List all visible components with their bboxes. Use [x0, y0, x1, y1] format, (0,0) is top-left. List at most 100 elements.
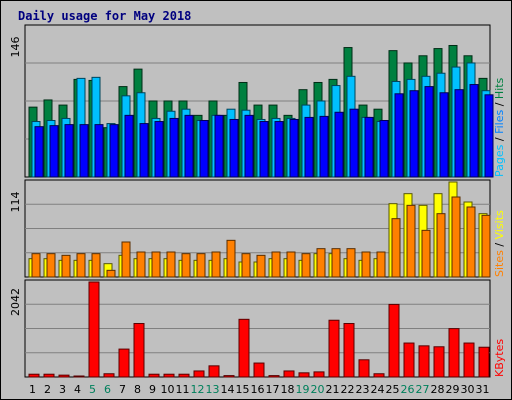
- hits-panel-bar-pages-12: [199, 119, 209, 178]
- hits-legend-part-2: Files: [493, 110, 506, 134]
- day-label-24: 24: [371, 383, 385, 396]
- kbytes-panel-bar-kbytes-4: [73, 375, 85, 378]
- visits-panel-bar-sites-12: [196, 253, 206, 278]
- day-label-29: 29: [446, 383, 460, 396]
- hits-legend-part-0: Pages: [493, 144, 506, 177]
- day-label-23: 23: [356, 383, 370, 396]
- hits-panel-bar-pages-18: [289, 118, 299, 178]
- kbytes-panel-bar-kbytes-2: [43, 373, 55, 378]
- day-label-4: 4: [74, 383, 81, 396]
- hits-panel-bar-pages-10: [169, 117, 179, 178]
- hits-panel-bar-pages-28: [439, 92, 449, 178]
- hits-panel-bar-pages-17: [274, 121, 284, 178]
- visits-panel-bar-sites-22: [346, 248, 356, 278]
- hits-panel-bar-pages-31: [484, 94, 494, 178]
- kbytes-panel-bar-kbytes-14: [223, 375, 235, 378]
- visits-panel-bar-sites-24: [376, 251, 386, 278]
- kbytes-panel-bar-kbytes-12: [193, 370, 205, 378]
- visits-panel-bar-sites-27: [421, 229, 431, 278]
- kbytes-panel-bar-kbytes-17: [268, 375, 280, 378]
- day-label-1: 1: [29, 383, 36, 396]
- visits-panel-bar-sites-4: [76, 253, 86, 278]
- hits-panel-bar-pages-25: [394, 93, 404, 178]
- day-label-31: 31: [476, 383, 490, 396]
- day-label-26: 26: [401, 383, 415, 396]
- hits-panel-bar-pages-15: [244, 114, 254, 178]
- visits-legend: Sites / Visits: [493, 210, 506, 277]
- hits-legend-part-4: Hits: [493, 77, 506, 99]
- visits-panel-bar-sites-14: [226, 239, 236, 278]
- kbytes-panel-bar-kbytes-8: [133, 322, 145, 378]
- kbytes-panel-bar-kbytes-23: [358, 359, 370, 378]
- visits-panel-bar-sites-1: [31, 253, 41, 278]
- visits-panel-bar-sites-2: [46, 253, 56, 278]
- hits-panel-bar-pages-16: [259, 121, 269, 178]
- visits-legend-part-2: Visits: [493, 210, 506, 239]
- hits-panel-bar-pages-3: [64, 124, 74, 178]
- hits-panel-bar-pages-19: [304, 116, 314, 178]
- day-label-28: 28: [431, 383, 445, 396]
- kbytes-panel-bar-kbytes-5: [88, 281, 100, 378]
- hits-panel-bar-pages-29: [454, 89, 464, 178]
- hits-panel-bar-pages-4: [79, 124, 89, 178]
- day-label-25: 25: [386, 383, 400, 396]
- visits-panel-bar-sites-8: [136, 251, 146, 278]
- day-label-21: 21: [326, 383, 340, 396]
- visits-panel-bar-sites-31: [481, 214, 491, 278]
- hits-panel-bar-pages-30: [469, 84, 479, 178]
- visits-panel-bar-sites-11: [181, 253, 191, 278]
- visits-legend-part-1: /: [493, 239, 506, 250]
- day-label-6: 6: [104, 383, 111, 396]
- visits-panel-bar-sites-13: [211, 251, 221, 278]
- kbytes-panel-bar-kbytes-6: [103, 373, 115, 378]
- visits-panel-bar-sites-23: [361, 251, 371, 278]
- visits-panel-bar-sites-17: [271, 251, 281, 278]
- hits-panel-bar-pages-23: [364, 116, 374, 178]
- day-label-5: 5: [89, 383, 96, 396]
- hits-panel-bar-pages-7: [124, 114, 134, 178]
- day-label-11: 11: [176, 383, 190, 396]
- kbytes-panel-bar-kbytes-28: [433, 346, 445, 378]
- visits-panel-bar-sites-7: [121, 241, 131, 278]
- kbytes-panel-bar-kbytes-10: [163, 373, 175, 378]
- kbytes-panel-bar-kbytes-13: [208, 365, 220, 378]
- visits-legend-part-0: Sites: [493, 250, 506, 277]
- day-label-13: 13: [206, 383, 220, 396]
- visits-panel-bar-sites-28: [436, 213, 446, 278]
- day-label-22: 22: [341, 383, 355, 396]
- hits-legend: Pages / Files / Hits: [493, 77, 506, 177]
- day-label-16: 16: [251, 383, 265, 396]
- hits-panel-bar-pages-8: [139, 123, 149, 178]
- visits-panel-bar-sites-5: [91, 253, 101, 278]
- kbytes-panel-bar-kbytes-22: [343, 322, 355, 378]
- hits-panel-bar-pages-2: [49, 125, 59, 178]
- hits-panel-bar-pages-11: [184, 114, 194, 178]
- visits-panel-bar-sites-25: [391, 218, 401, 278]
- hits-legend-part-1: /: [493, 134, 506, 145]
- visits-panel-bar-sites-20: [316, 248, 326, 278]
- kbytes-panel-max-label: 2042: [9, 288, 22, 316]
- day-label-15: 15: [236, 383, 250, 396]
- visits-panel-max-label: 114: [9, 192, 22, 213]
- kbytes-panel-bar-kbytes-15: [238, 318, 250, 378]
- day-label-12: 12: [191, 383, 205, 396]
- visits-panel-bar-sites-30: [466, 206, 476, 278]
- visits-panel-bar-sites-18: [286, 251, 296, 278]
- visits-panel-bar-sites-19: [301, 253, 311, 278]
- kbytes-panel-bar-kbytes-27: [418, 345, 430, 378]
- hits-panel-bar-pages-5: [94, 124, 104, 178]
- day-label-20: 20: [311, 383, 325, 396]
- kbytes-panel-bar-kbytes-21: [328, 319, 340, 378]
- hits-panel-bar-pages-21: [334, 111, 344, 178]
- kbytes-panel-bar-kbytes-29: [448, 328, 460, 378]
- day-label-14: 14: [221, 383, 235, 396]
- hits-panel-bar-pages-1: [34, 126, 44, 178]
- kbytes-panel-bar-kbytes-24: [373, 373, 385, 378]
- kbytes-panel-bar-kbytes-30: [463, 342, 475, 378]
- hits-panel-max-label: 146: [9, 37, 22, 58]
- hits-panel-bar-pages-9: [154, 121, 164, 178]
- day-label-9: 9: [149, 383, 156, 396]
- kbytes-panel-bar-kbytes-7: [118, 348, 130, 378]
- kbytes-legend: KBytes: [493, 339, 506, 377]
